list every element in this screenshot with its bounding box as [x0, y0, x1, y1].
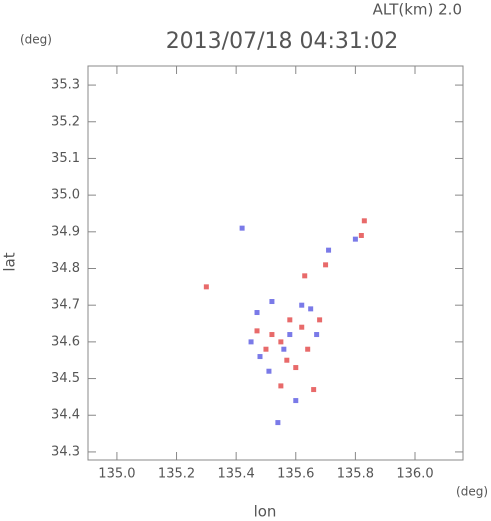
echo-point [278, 383, 284, 389]
x-tick-label: 135.0 [98, 467, 135, 482]
echo-point [266, 368, 272, 374]
echo-point [203, 284, 209, 290]
echo-point [269, 332, 275, 338]
y-tick-label: 34.5 [51, 371, 80, 386]
x-tick-label: 135.2 [158, 467, 195, 482]
echo-point [352, 236, 358, 242]
y-unit: (deg) [20, 33, 52, 47]
y-tick-label: 35.2 [51, 114, 80, 129]
echo-point [305, 346, 311, 352]
chart-title: 2013/07/18 04:31:02 [166, 29, 399, 54]
echo-point [299, 302, 305, 308]
y-tick-label: 35.3 [51, 78, 80, 93]
y-tick-label: 34.6 [51, 334, 80, 349]
x-tick-label: 136.0 [396, 467, 433, 482]
y-tick-label: 34.9 [51, 224, 80, 239]
echo-point [239, 225, 245, 231]
plot-frame [87, 65, 464, 461]
y-tick-label: 35.1 [51, 151, 80, 166]
echo-point [361, 218, 367, 224]
echo-point [323, 262, 329, 268]
y-tick-label: 35.0 [51, 188, 80, 203]
echo-point [358, 232, 364, 238]
echo-point [248, 339, 254, 345]
echo-point [287, 317, 293, 323]
x-tick-label: 135.6 [277, 467, 314, 482]
y-tick-label: 34.8 [51, 261, 80, 276]
x-axis-label: lon [254, 503, 277, 521]
x-tick-label: 135.4 [218, 467, 255, 482]
annotation: ALT(km) 2.0 [373, 1, 462, 19]
echo-point [254, 310, 260, 316]
echo-point [299, 324, 305, 330]
x-unit: (deg) [456, 485, 488, 499]
x-tick-label: 135.8 [337, 467, 374, 482]
echo-point [281, 346, 287, 352]
echo-point [311, 387, 317, 393]
y-tick-label: 34.3 [51, 444, 80, 459]
echo-point [284, 357, 290, 363]
echo-point [287, 332, 293, 338]
echo-point [263, 346, 269, 352]
echo-point [275, 420, 281, 426]
echo-point [317, 317, 323, 323]
echo-point [326, 247, 332, 253]
echo-point [302, 273, 308, 279]
y-tick-label: 34.7 [51, 298, 80, 313]
echo-point [257, 354, 263, 360]
y-tick-label: 34.4 [51, 408, 80, 423]
echo-point [293, 365, 299, 371]
y-axis-label: lat [1, 252, 19, 271]
echo-point [269, 299, 275, 305]
echo-point [314, 332, 320, 338]
echo-point [293, 398, 299, 404]
echo-point [278, 339, 284, 345]
echo-point [254, 328, 260, 334]
echo-point [308, 306, 314, 312]
